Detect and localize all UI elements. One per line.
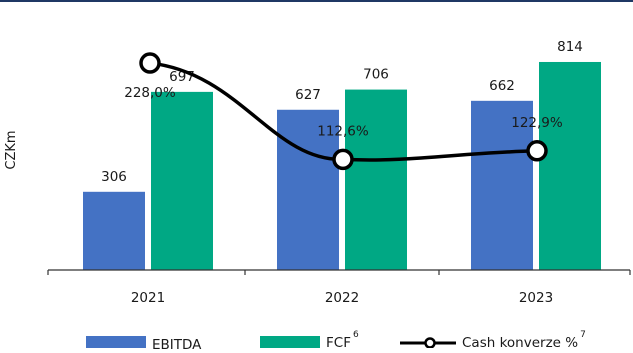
bar-ebitda-2022: [277, 109, 339, 271]
legend: EBITDA FCF 6 Cash konverze % 7: [0, 326, 633, 352]
legend-label-ebitda: EBITDA: [152, 337, 202, 353]
bar-ebitda-2021: [83, 191, 145, 270]
legend-swatch-fcf: [260, 336, 320, 348]
x-tick-label-2023: 2023: [519, 290, 553, 306]
legend-item-ebitda: EBITDA: [86, 326, 201, 352]
x-axis-ticks: 2021 2022 2023: [47, 270, 631, 306]
legend-label-cash-conversion-text: Cash konverze %: [462, 335, 579, 351]
x-tick-label-2021: 2021: [131, 290, 165, 306]
data-label-ebitda-2021: 306: [101, 169, 127, 185]
cash-conversion-line-group: 228,0% 112,6% 122,9%: [124, 52, 563, 171]
bar-fcf-2023: [539, 61, 601, 270]
legend-label-fcf: FCF 6: [326, 330, 359, 352]
legend-item-fcf: FCF 6: [260, 326, 359, 350]
line-label-2021: 228,0%: [124, 85, 176, 101]
legend-sup-cash-conversion: 7: [580, 330, 586, 340]
line-label-2022: 112,6%: [317, 123, 369, 139]
legend-label-cash-conversion: Cash konverze % 7: [462, 330, 586, 352]
data-label-fcf-2023: 814: [557, 39, 583, 55]
bar-fcf-2021: [151, 91, 213, 270]
bar-fcf-2022: [345, 89, 407, 270]
legend-line-marker: [400, 337, 456, 348]
data-label-ebitda-2022: 627: [295, 87, 321, 103]
line-point-2023: [526, 140, 548, 162]
line-label-2023: 122,9%: [511, 115, 563, 131]
legend-item-cash-conversion: Cash konverze % 7: [398, 326, 586, 350]
line-point-2022: [332, 148, 354, 171]
y-axis-label: CZKm: [4, 130, 19, 169]
data-label-ebitda-2023: 662: [489, 78, 515, 94]
legend-label-fcf-text: FCF: [326, 335, 351, 351]
bar-ebitda-2023: [471, 100, 533, 270]
line-point-2021: [139, 52, 161, 74]
data-label-fcf-2022: 706: [363, 67, 389, 83]
x-tick-label-2022: 2022: [325, 290, 359, 306]
legend-sup-fcf: 6: [352, 330, 359, 340]
top-border-line: [0, 0, 633, 2]
legend-swatch-ebitda: [86, 336, 146, 348]
